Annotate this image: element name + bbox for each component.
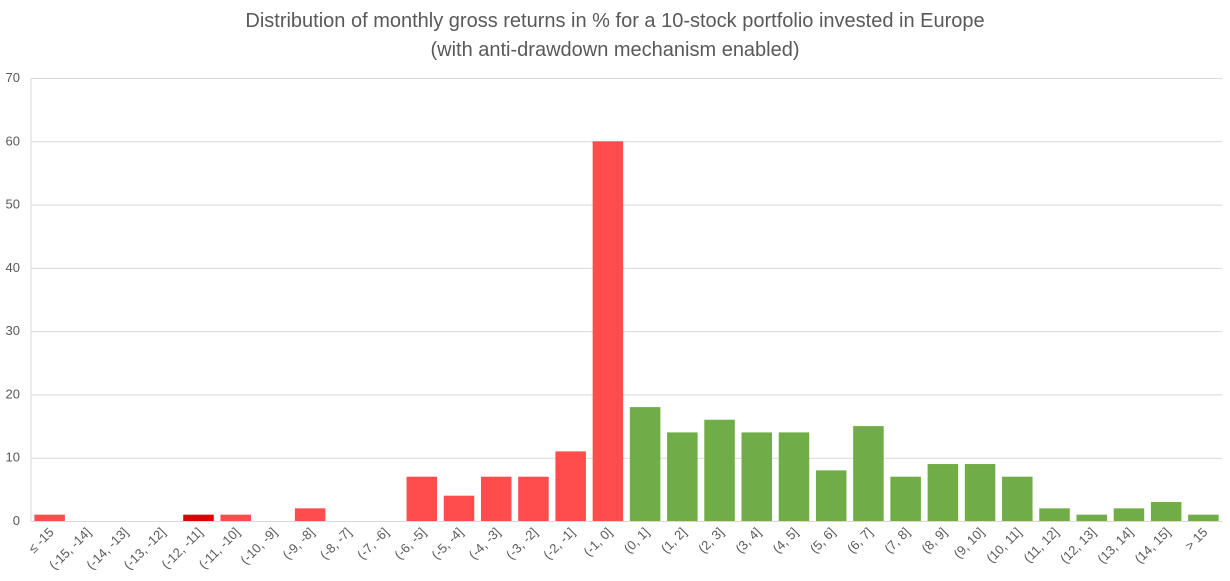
- bar: [34, 514, 65, 521]
- x-tick-label: (3, 4]: [732, 525, 764, 557]
- bar: [406, 476, 438, 521]
- bar: [1002, 476, 1033, 521]
- y-tick-label: 0: [13, 513, 20, 528]
- x-tick-label: (-4, -3]: [466, 525, 504, 563]
- x-tick-label: (7, 8]: [881, 525, 913, 557]
- x-tick-label: (-9, -8]: [280, 525, 318, 563]
- x-tick-label: (9, 10]: [951, 525, 988, 562]
- y-tick-label: 10: [6, 450, 20, 465]
- bar: [853, 426, 884, 521]
- y-tick-label: 70: [6, 70, 20, 85]
- bar: [890, 476, 921, 521]
- chart-title: Distribution of monthly gross returns in…: [245, 10, 984, 32]
- bar: [518, 476, 549, 521]
- x-tick-label: (4, 5]: [770, 525, 802, 557]
- bar: [964, 464, 996, 521]
- x-tick-label: (-8, -7]: [317, 525, 355, 563]
- bar: [741, 432, 773, 521]
- bar: [667, 432, 698, 521]
- x-tick-label: (11, 12]: [1021, 525, 1062, 566]
- x-tick-label: (6, 7]: [844, 525, 876, 557]
- x-axis-ticks: ≤ -15(-15, -14](-14, -13](-13, -12](-12,…: [25, 525, 1210, 573]
- bar: [704, 419, 735, 521]
- x-tick-label: (-2, -1]: [540, 525, 578, 563]
- bar: [778, 432, 810, 521]
- gridlines: [30, 78, 1222, 522]
- bar: [443, 495, 475, 521]
- x-tick-label: (12, 13]: [1057, 525, 1099, 567]
- bar: [1039, 508, 1070, 521]
- x-tick-label: ≤ -15: [25, 525, 56, 556]
- bar: [927, 464, 959, 521]
- bar: [294, 508, 326, 521]
- y-tick-label: 60: [6, 133, 20, 148]
- x-tick-label: (-6, -5]: [391, 525, 429, 563]
- x-tick-label: (8, 9]: [918, 525, 950, 557]
- x-tick-label: (13, 14]: [1094, 525, 1136, 567]
- bar: [1150, 502, 1182, 521]
- x-tick-label: (0, 1]: [621, 525, 653, 557]
- y-axis-ticks: 0 10 20 30 40 50 60 70: [6, 70, 20, 528]
- bar: [555, 451, 586, 521]
- bar: [480, 476, 512, 521]
- x-tick-label: (14, 15]: [1132, 525, 1174, 567]
- bar: [1113, 508, 1145, 521]
- x-tick-label: (-1, 0]: [580, 525, 615, 560]
- bar: [183, 514, 214, 521]
- x-tick-label: (1, 2]: [658, 525, 690, 557]
- x-tick-label: > 15: [1182, 525, 1211, 554]
- x-tick-label: (-5, -4]: [428, 525, 466, 563]
- bar: [220, 514, 251, 521]
- x-tick-label: (-7, -6]: [354, 525, 392, 563]
- chart-subtitle: (with anti-drawdown mechanism enabled): [430, 39, 799, 61]
- bar: [1076, 514, 1107, 521]
- y-tick-label: 20: [6, 386, 20, 401]
- bar: [1188, 514, 1219, 521]
- x-tick-label: (5, 6]: [807, 525, 839, 557]
- bar: [629, 407, 661, 521]
- y-tick-label: 50: [6, 197, 20, 212]
- bars: [34, 141, 1219, 522]
- y-tick-label: 40: [6, 260, 20, 275]
- x-tick-label: (-3, -2]: [503, 525, 541, 563]
- bar: [815, 470, 847, 521]
- x-tick-label: (-11, -10]: [196, 525, 243, 572]
- bar: [592, 141, 624, 522]
- x-tick-label: (2, 3]: [695, 525, 727, 557]
- y-tick-label: 30: [6, 323, 20, 338]
- x-tick-label: (10, 11]: [983, 525, 1024, 566]
- x-tick-label: (-10, -9]: [237, 525, 280, 568]
